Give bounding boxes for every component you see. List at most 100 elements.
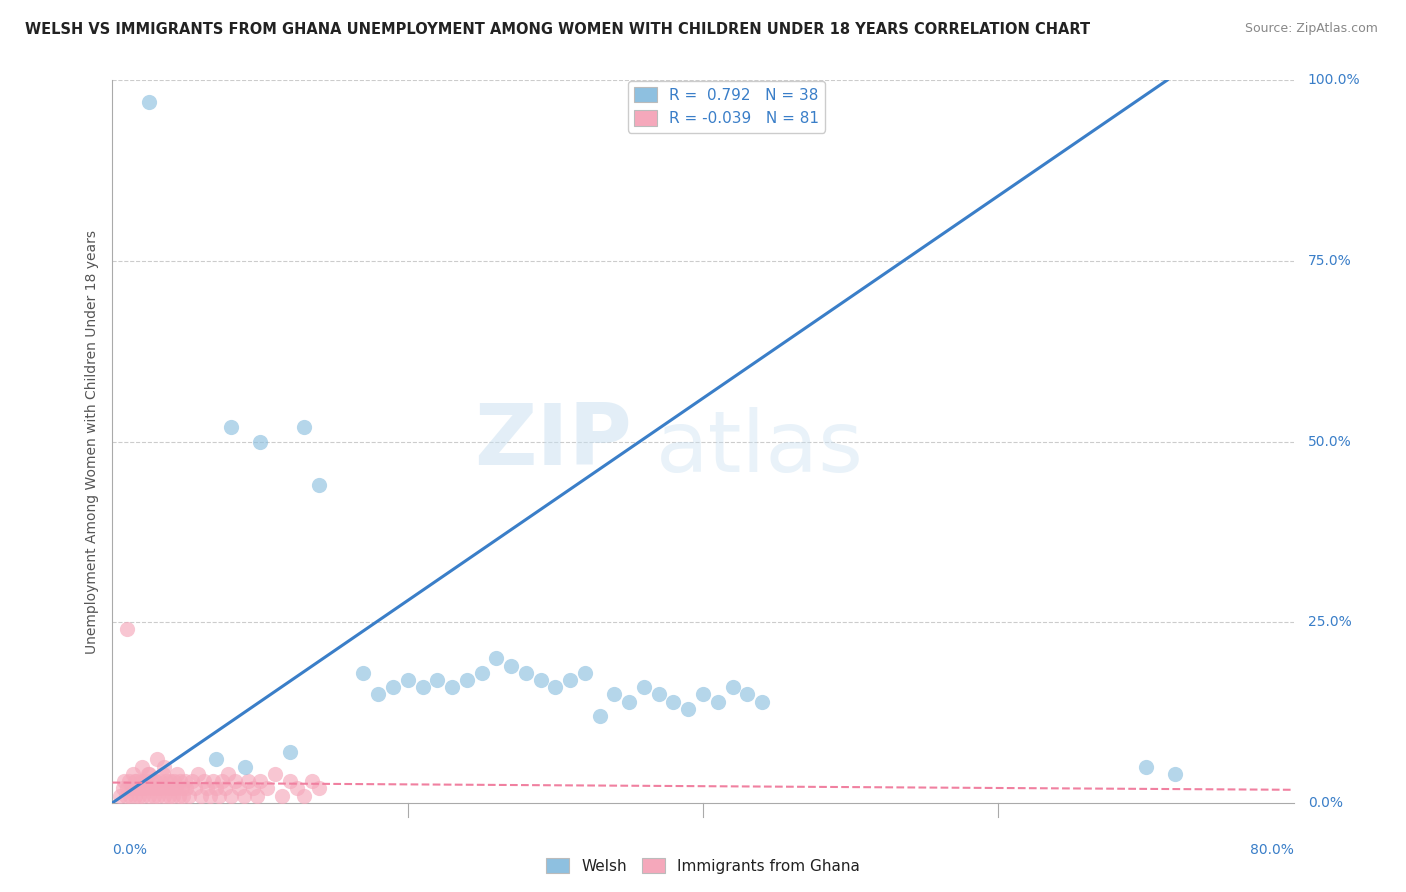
Point	[157, 789, 180, 803]
Point	[292, 789, 315, 803]
Text: Source: ZipAtlas.com: Source: ZipAtlas.com	[1244, 22, 1378, 36]
Point	[124, 774, 146, 789]
Point	[138, 789, 160, 803]
Point	[751, 695, 773, 709]
Point	[146, 752, 169, 766]
Point	[131, 781, 153, 796]
Point	[190, 789, 212, 803]
Point	[529, 673, 551, 687]
Point	[485, 651, 508, 665]
Point	[1164, 767, 1187, 781]
Point	[198, 789, 221, 803]
Point	[382, 680, 405, 694]
Point	[242, 781, 264, 796]
Point	[201, 774, 224, 789]
Point	[233, 760, 256, 774]
Point	[211, 774, 233, 789]
Point	[603, 687, 626, 701]
Point	[441, 680, 464, 694]
Point	[117, 623, 138, 637]
Point	[396, 673, 419, 687]
Point	[135, 781, 157, 796]
Point	[187, 767, 209, 781]
Point	[121, 781, 143, 796]
Point	[155, 774, 177, 789]
Point	[129, 774, 152, 789]
Point	[134, 774, 156, 789]
Point	[692, 687, 714, 701]
Point	[173, 774, 195, 789]
Point	[156, 781, 179, 796]
Point	[139, 774, 162, 789]
Point	[128, 789, 150, 803]
Point	[737, 687, 759, 701]
Point	[208, 789, 231, 803]
Point	[138, 95, 160, 109]
Point	[271, 789, 294, 803]
Point	[193, 774, 215, 789]
Point	[352, 665, 374, 680]
Point	[219, 420, 242, 434]
Point	[619, 695, 641, 709]
Point	[165, 781, 187, 796]
Point	[111, 781, 134, 796]
Point	[301, 774, 323, 789]
Point	[167, 789, 190, 803]
Text: 75.0%: 75.0%	[1308, 254, 1351, 268]
Point	[142, 789, 165, 803]
Text: atlas: atlas	[655, 408, 863, 491]
Point	[179, 789, 201, 803]
Point	[205, 752, 228, 766]
Text: 0.0%: 0.0%	[112, 843, 148, 856]
Point	[159, 774, 181, 789]
Point	[588, 709, 610, 723]
Point	[426, 673, 449, 687]
Point	[141, 781, 163, 796]
Point	[238, 774, 260, 789]
Text: WELSH VS IMMIGRANTS FROM GHANA UNEMPLOYMENT AMONG WOMEN WITH CHILDREN UNDER 18 Y: WELSH VS IMMIGRANTS FROM GHANA UNEMPLOYM…	[25, 22, 1091, 37]
Point	[118, 774, 141, 789]
Point	[411, 680, 433, 694]
Point	[214, 781, 236, 796]
Point	[170, 781, 193, 796]
Point	[574, 665, 596, 680]
Point	[114, 789, 136, 803]
Point	[633, 680, 655, 694]
Point	[285, 781, 308, 796]
Point	[174, 781, 197, 796]
Legend: R =  0.792   N = 38, R = -0.039   N = 81: R = 0.792 N = 38, R = -0.039 N = 81	[628, 80, 825, 133]
Point	[120, 789, 142, 803]
Point	[249, 434, 271, 449]
Point	[184, 781, 207, 796]
Point	[662, 695, 685, 709]
Point	[195, 781, 218, 796]
Point	[278, 745, 301, 759]
Point	[292, 420, 315, 434]
Point	[456, 673, 478, 687]
Point	[153, 789, 176, 803]
Point	[138, 767, 160, 781]
Point	[163, 774, 186, 789]
Point	[162, 789, 184, 803]
Point	[249, 774, 271, 789]
Point	[228, 781, 250, 796]
Point	[149, 774, 172, 789]
Point	[219, 789, 242, 803]
Point	[256, 781, 278, 796]
Text: 0.0%: 0.0%	[1308, 796, 1343, 810]
Point	[367, 687, 389, 701]
Text: ZIP: ZIP	[474, 400, 633, 483]
Y-axis label: Unemployment Among Women with Children Under 18 years: Unemployment Among Women with Children U…	[84, 229, 98, 654]
Point	[112, 774, 135, 789]
Point	[678, 702, 700, 716]
Point	[515, 665, 537, 680]
Point	[132, 789, 155, 803]
Text: 25.0%: 25.0%	[1308, 615, 1351, 629]
Legend: Welsh, Immigrants from Ghana: Welsh, Immigrants from Ghana	[540, 852, 866, 880]
Text: 80.0%: 80.0%	[1250, 843, 1294, 856]
Point	[152, 767, 174, 781]
Point	[127, 781, 149, 796]
Point	[308, 781, 330, 796]
Point	[706, 695, 728, 709]
Text: 50.0%: 50.0%	[1308, 434, 1351, 449]
